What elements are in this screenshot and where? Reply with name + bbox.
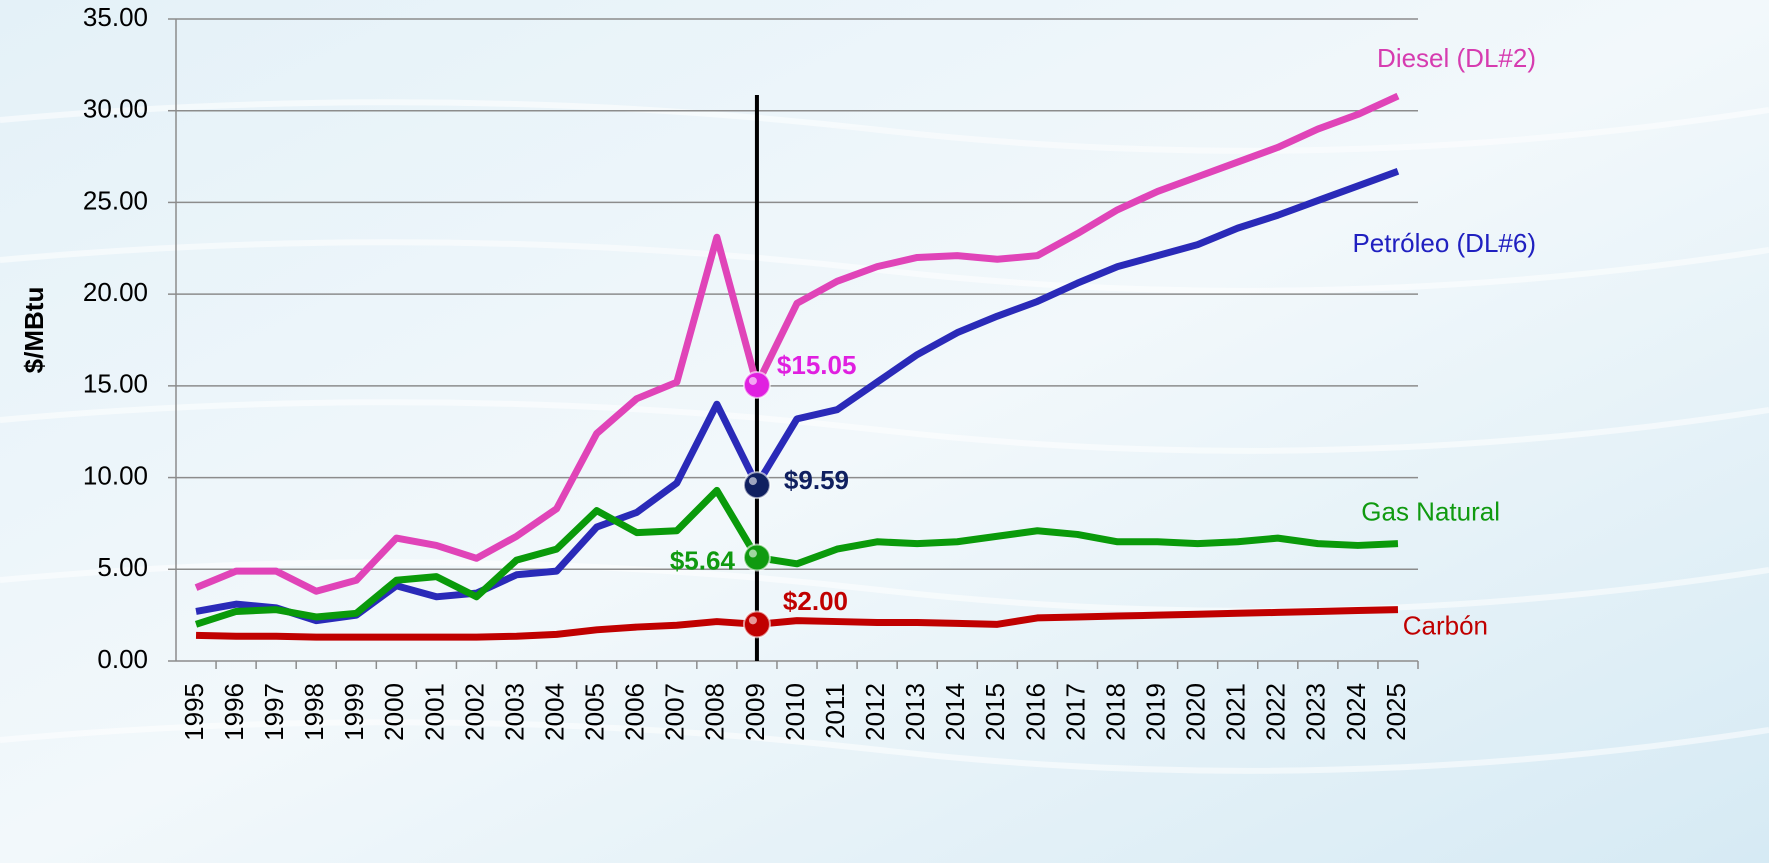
point-marker xyxy=(742,543,771,572)
series-line xyxy=(194,486,1399,628)
y-tick-label: 15.00 xyxy=(83,369,148,399)
y-tick-label: 30.00 xyxy=(83,94,148,124)
x-tick-label: 1996 xyxy=(219,683,249,741)
x-tick-label: 2011 xyxy=(820,683,850,739)
x-tick-label: 2001 xyxy=(419,683,449,741)
y-tick-label: 5.00 xyxy=(97,552,148,582)
x-tick-label: 2000 xyxy=(379,683,409,741)
y-tick-label: 35.00 xyxy=(83,2,148,32)
point-highlight xyxy=(748,549,757,558)
x-tick-label: 2023 xyxy=(1301,683,1331,741)
point-marker xyxy=(742,370,771,399)
x-tick-label: 2003 xyxy=(499,683,529,741)
x-tick-label: 2025 xyxy=(1381,683,1411,741)
series-line xyxy=(195,606,1399,641)
value-label: $15.05 xyxy=(777,350,857,380)
x-tick-label: 2024 xyxy=(1341,683,1371,741)
x-tick-label: 1997 xyxy=(259,683,289,741)
y-tick-label: 20.00 xyxy=(83,277,148,307)
x-tick-label: 2021 xyxy=(1221,683,1251,741)
point-highlight xyxy=(748,477,757,486)
point-highlight xyxy=(748,376,757,385)
series-label: Carbón xyxy=(1403,611,1488,641)
x-tick-label: 1995 xyxy=(179,683,209,741)
x-tick-label: 2020 xyxy=(1181,683,1211,741)
series-line xyxy=(195,167,1400,625)
y-tick-label: 25.00 xyxy=(83,185,148,215)
series-label: Diesel (DL#2) xyxy=(1377,43,1536,73)
x-tick-label: 2015 xyxy=(980,683,1010,741)
x-tick-label: 2002 xyxy=(459,683,489,741)
point-highlight xyxy=(748,616,757,625)
series-label: Gas Natural xyxy=(1361,496,1500,526)
x-tick-label: 2005 xyxy=(580,683,610,741)
x-tick-label: 2009 xyxy=(740,683,770,741)
x-tick-label: 2006 xyxy=(620,683,650,741)
y-axis-title: $/MBtu xyxy=(19,287,49,374)
x-tick-label: 2008 xyxy=(700,683,730,741)
x-tick-label: 2012 xyxy=(860,683,890,741)
x-tick-label: 2022 xyxy=(1261,683,1291,741)
x-tick-label: 2004 xyxy=(539,683,569,741)
x-tick-label: 2013 xyxy=(900,683,930,741)
value-label: $2.00 xyxy=(783,586,848,616)
x-tick-label: 1998 xyxy=(299,683,329,741)
point-marker xyxy=(742,610,771,639)
point-marker xyxy=(742,471,771,500)
x-tick-label: 2018 xyxy=(1100,683,1130,741)
value-label: $9.59 xyxy=(784,465,849,495)
x-tick-label: 2014 xyxy=(940,683,970,741)
x-tick-label: 2010 xyxy=(780,683,810,741)
series-line xyxy=(194,92,1400,595)
value-label: $5.64 xyxy=(670,545,736,575)
x-tick-label: 1999 xyxy=(339,683,369,741)
series-label: Petróleo (DL#6) xyxy=(1352,228,1536,258)
y-tick-label: 10.00 xyxy=(83,460,148,490)
x-tick-label: 2019 xyxy=(1140,683,1170,741)
x-tick-label: 2017 xyxy=(1060,683,1090,741)
x-tick-label: 2007 xyxy=(660,683,690,741)
y-tick-label: 0.00 xyxy=(97,644,148,674)
x-tick-label: 2016 xyxy=(1020,683,1050,741)
background-waves xyxy=(0,99,1769,774)
